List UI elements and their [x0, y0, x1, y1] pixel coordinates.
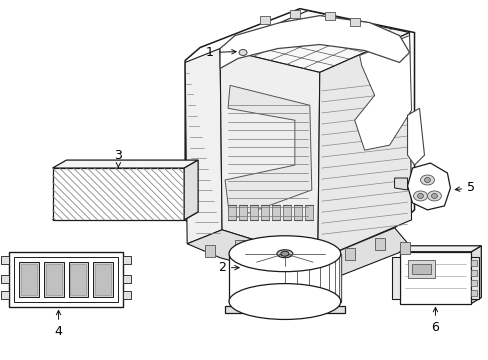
Polygon shape [304, 258, 314, 270]
Bar [283, 205, 290, 220]
Bar [399, 252, 470, 303]
Polygon shape [354, 36, 411, 150]
Bar [411, 264, 430, 274]
Bar [470, 289, 476, 296]
Ellipse shape [430, 193, 437, 198]
Bar [0, 291, 9, 298]
Bar [349, 18, 359, 26]
Bar [43, 262, 63, 297]
Bar [20, 264, 37, 294]
Polygon shape [204, 245, 215, 257]
Bar [123, 275, 131, 283]
Bar [93, 262, 113, 297]
Polygon shape [407, 108, 424, 165]
Ellipse shape [413, 191, 427, 201]
Ellipse shape [239, 50, 246, 55]
Text: 3: 3 [114, 149, 122, 167]
Bar [14, 257, 118, 302]
Ellipse shape [424, 177, 429, 183]
Ellipse shape [228, 284, 340, 319]
Polygon shape [187, 228, 411, 285]
Polygon shape [220, 15, 408, 68]
Text: 2: 2 [218, 261, 239, 274]
Bar [261, 205, 268, 220]
Polygon shape [224, 306, 344, 314]
Polygon shape [394, 178, 407, 190]
Text: 4: 4 [55, 310, 62, 338]
Bar [293, 205, 301, 220]
Bar [45, 264, 61, 294]
Bar [95, 264, 111, 294]
Polygon shape [470, 246, 480, 303]
Polygon shape [220, 11, 408, 72]
Polygon shape [184, 160, 198, 220]
Text: 5: 5 [454, 181, 474, 194]
Bar [19, 262, 39, 297]
Ellipse shape [276, 250, 292, 258]
Polygon shape [399, 246, 480, 252]
Text: 1: 1 [206, 46, 236, 59]
Bar [239, 205, 246, 220]
Bar [271, 205, 279, 220]
Bar [123, 256, 131, 264]
Ellipse shape [280, 251, 288, 256]
Polygon shape [185, 49, 222, 244]
Ellipse shape [427, 191, 441, 201]
Bar [289, 10, 299, 18]
Bar [260, 15, 269, 24]
Bar [0, 256, 9, 264]
Bar [304, 205, 312, 220]
Polygon shape [391, 257, 399, 298]
Bar [227, 205, 236, 220]
Polygon shape [235, 240, 244, 252]
Ellipse shape [228, 236, 340, 272]
Polygon shape [220, 49, 319, 260]
Bar [228, 254, 340, 302]
Polygon shape [185, 9, 414, 258]
Polygon shape [374, 238, 384, 250]
Polygon shape [52, 212, 198, 220]
Bar [470, 260, 476, 266]
Bar [123, 291, 131, 298]
Polygon shape [470, 257, 478, 298]
Bar [68, 262, 88, 297]
Bar [249, 205, 258, 220]
Bar [407, 260, 435, 278]
Bar [470, 270, 476, 276]
Polygon shape [399, 242, 408, 254]
Text: 6: 6 [430, 307, 439, 334]
Ellipse shape [417, 193, 423, 198]
Ellipse shape [420, 175, 433, 185]
Polygon shape [264, 248, 274, 260]
Bar [9, 252, 123, 306]
Bar [70, 264, 86, 294]
Bar [52, 168, 184, 220]
Bar [470, 280, 476, 285]
Polygon shape [317, 32, 411, 260]
Polygon shape [407, 163, 449, 210]
Polygon shape [52, 160, 198, 168]
Polygon shape [224, 85, 311, 220]
Bar [0, 275, 9, 283]
Bar [324, 12, 334, 20]
Polygon shape [344, 248, 354, 260]
